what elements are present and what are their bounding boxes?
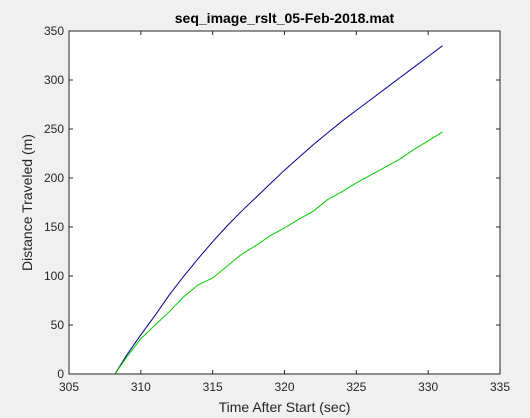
x-tick-label: 320	[274, 380, 294, 394]
x-tick-label: 335	[490, 380, 510, 394]
x-tick-label: 325	[346, 380, 366, 394]
x-tick-label: 305	[59, 380, 79, 394]
axes: 305 310 315 320 325 330 335 0 50 100 150 200 250 300 3…	[44, 24, 510, 394]
y-tick-label: 50	[51, 318, 65, 332]
y-tick-label: 300	[44, 73, 64, 87]
series-line-2	[114, 131, 443, 375]
x-axis-label: Time After Start (sec)	[219, 399, 351, 415]
y-tick-label: 0	[57, 367, 64, 381]
y-tick-label: 350	[44, 24, 64, 38]
y-tick-label: 250	[44, 122, 64, 136]
x-tick-label: 310	[131, 380, 151, 394]
series-layer	[114, 45, 443, 375]
series-line-1	[114, 45, 443, 375]
y-tick-label: 150	[44, 220, 64, 234]
y-axis-label: Distance Traveled (m)	[19, 134, 35, 271]
y-tick-label: 100	[44, 269, 64, 283]
x-tick-label: 315	[203, 380, 223, 394]
plot-area	[69, 31, 500, 374]
chart-title: seq_image_rslt_05-Feb-2018.mat	[175, 10, 395, 26]
y-tick-label: 200	[44, 171, 64, 185]
x-tick-label: 330	[418, 380, 438, 394]
